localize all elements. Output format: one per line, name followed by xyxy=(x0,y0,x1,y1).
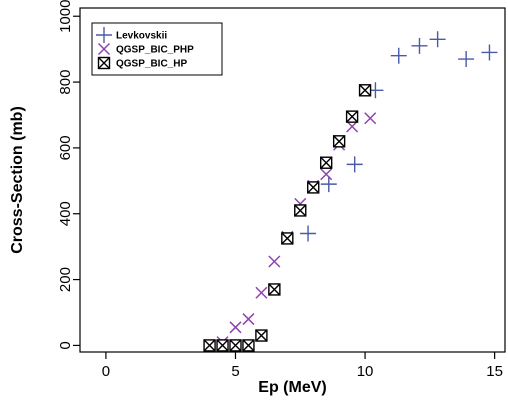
legend-label: Levkovskii xyxy=(116,31,167,42)
data-point xyxy=(481,44,497,60)
data-point xyxy=(282,233,293,244)
data-point xyxy=(256,330,267,341)
data-point xyxy=(230,340,241,351)
data-point xyxy=(269,256,280,267)
data-point xyxy=(321,169,332,180)
legend: Levkovskii QGSP_BIC_PHP QGSP_BIC_HP xyxy=(92,23,222,75)
y-tick-label: 0 xyxy=(57,341,74,349)
data-point xyxy=(300,225,316,241)
y-tick-label: 1000 xyxy=(57,0,74,33)
data-point xyxy=(321,176,337,192)
x-tick-label: 5 xyxy=(231,363,239,380)
data-point xyxy=(230,322,241,333)
data-point xyxy=(243,340,254,351)
data-point xyxy=(334,136,345,147)
data-point xyxy=(204,340,215,351)
y-tick-label: 600 xyxy=(57,135,74,160)
x-tick-label: 15 xyxy=(486,363,503,380)
x-tick-label: 10 xyxy=(357,363,374,380)
y-tick-label: 400 xyxy=(57,201,74,226)
data-point xyxy=(295,205,306,216)
data-point xyxy=(411,38,427,54)
x-axis-title: Ep (MeV) xyxy=(258,379,326,396)
data-point xyxy=(243,314,254,325)
data-point xyxy=(321,157,332,168)
data-point xyxy=(458,51,474,67)
data-point xyxy=(256,287,267,298)
data-point xyxy=(365,113,376,124)
data-point xyxy=(347,111,358,122)
x-tick-label: 0 xyxy=(102,363,110,380)
series-2 xyxy=(204,85,370,351)
series-0 xyxy=(300,31,497,241)
legend-label: QGSP_BIC_HP xyxy=(116,59,187,70)
data-point xyxy=(308,182,319,193)
legend-marker xyxy=(99,58,110,69)
legend-label: QGSP_BIC_PHP xyxy=(116,45,194,56)
data-point xyxy=(360,85,371,96)
y-tick-label: 800 xyxy=(57,70,74,95)
data-point xyxy=(430,31,446,47)
data-marks xyxy=(204,31,497,351)
y-tick-label: 200 xyxy=(57,267,74,292)
data-point xyxy=(391,48,407,64)
data-point xyxy=(269,284,280,295)
data-point xyxy=(347,156,363,172)
data-point xyxy=(217,340,228,351)
y-axis-title: Cross-Section (mb) xyxy=(9,106,26,254)
series-1 xyxy=(204,113,376,351)
